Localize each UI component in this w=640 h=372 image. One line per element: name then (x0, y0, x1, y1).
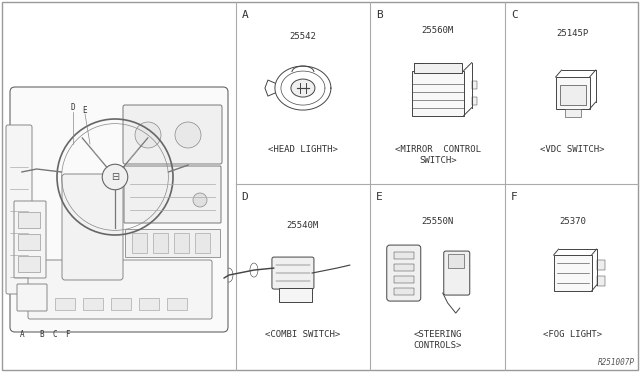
FancyBboxPatch shape (124, 166, 221, 223)
Text: B: B (40, 330, 44, 339)
Bar (394, 276, 414, 283)
Bar (472, 97, 477, 105)
Text: 25542: 25542 (289, 32, 316, 41)
Bar (18, 256, 40, 272)
Circle shape (175, 122, 201, 148)
Bar (18, 212, 40, 228)
Circle shape (193, 193, 207, 207)
Text: D: D (70, 103, 76, 112)
Bar (153, 233, 168, 253)
Text: 25540M: 25540M (287, 221, 319, 230)
Text: F: F (511, 192, 518, 202)
Text: 25560M: 25560M (422, 26, 454, 35)
Bar (596, 276, 605, 286)
Bar (167, 298, 187, 310)
FancyBboxPatch shape (6, 125, 32, 294)
Ellipse shape (291, 79, 315, 97)
Bar (394, 252, 414, 259)
Text: 25550N: 25550N (422, 217, 454, 226)
Circle shape (102, 164, 128, 190)
Text: A: A (20, 330, 24, 339)
FancyBboxPatch shape (444, 251, 470, 295)
FancyBboxPatch shape (123, 105, 222, 164)
Bar (139, 298, 159, 310)
FancyBboxPatch shape (556, 77, 589, 109)
Bar (125, 229, 220, 257)
Text: <FOG LIGHT>: <FOG LIGHT> (543, 330, 602, 339)
FancyBboxPatch shape (412, 71, 464, 116)
Text: R251007P: R251007P (598, 358, 635, 367)
Text: <MIRROR  CONTROL
SWITCH>: <MIRROR CONTROL SWITCH> (395, 145, 481, 165)
FancyBboxPatch shape (14, 201, 46, 278)
Bar (394, 288, 414, 295)
Text: <STEERING
CONTROLS>: <STEERING CONTROLS> (413, 330, 462, 350)
FancyBboxPatch shape (62, 174, 123, 280)
Bar (195, 233, 210, 253)
Bar (559, 85, 586, 105)
Bar (111, 298, 131, 310)
FancyBboxPatch shape (272, 257, 314, 289)
Circle shape (135, 122, 161, 148)
Bar (564, 109, 580, 117)
FancyBboxPatch shape (10, 87, 228, 332)
Bar (174, 233, 189, 253)
FancyBboxPatch shape (17, 284, 47, 311)
Bar (472, 81, 477, 89)
Text: C: C (52, 330, 58, 339)
Text: <VDC SWITCH>: <VDC SWITCH> (540, 145, 605, 154)
Text: 25145P: 25145P (556, 29, 589, 38)
Text: B: B (376, 10, 383, 20)
Bar (132, 233, 147, 253)
Text: <COMBI SWITCH>: <COMBI SWITCH> (266, 330, 340, 339)
Text: ⊟: ⊟ (111, 172, 119, 182)
FancyBboxPatch shape (414, 62, 462, 73)
Text: F: F (65, 330, 69, 339)
Text: C: C (511, 10, 518, 20)
Text: D: D (241, 192, 248, 202)
FancyBboxPatch shape (28, 260, 212, 319)
Bar (596, 260, 605, 270)
Text: 25370: 25370 (559, 217, 586, 226)
Text: E: E (83, 106, 87, 115)
Bar (55, 298, 75, 310)
Text: E: E (376, 192, 383, 202)
Bar (18, 234, 40, 250)
Bar (394, 264, 414, 271)
FancyBboxPatch shape (279, 288, 312, 302)
FancyBboxPatch shape (448, 254, 464, 268)
FancyBboxPatch shape (387, 245, 420, 301)
Text: A: A (241, 10, 248, 20)
Bar (83, 298, 103, 310)
FancyBboxPatch shape (554, 255, 591, 291)
Text: <HEAD LIGHTH>: <HEAD LIGHTH> (268, 145, 338, 154)
